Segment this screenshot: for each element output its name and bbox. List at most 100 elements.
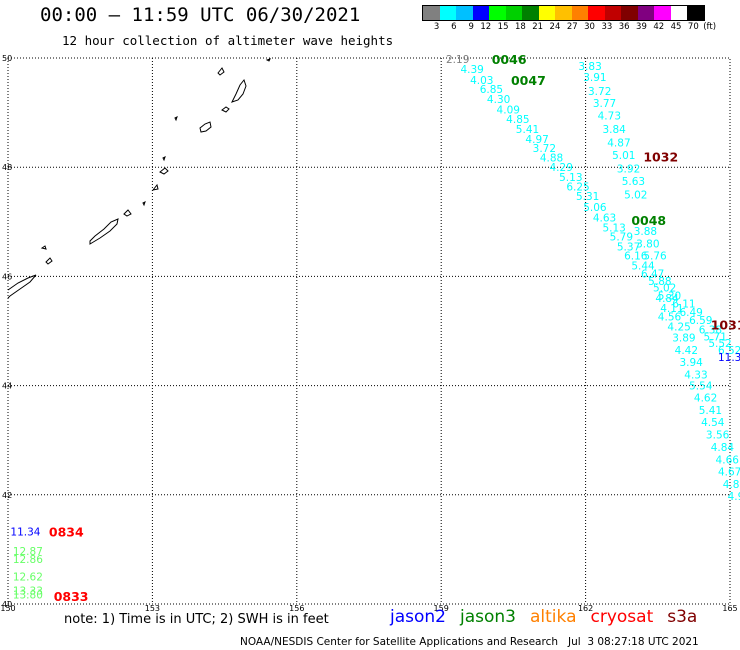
swh-value-label: 4.62 bbox=[694, 393, 717, 405]
legend-label: 30 bbox=[584, 22, 595, 32]
swh-value-label: 5.13 bbox=[602, 222, 625, 234]
legend-label: 27 bbox=[566, 22, 578, 32]
swh-value-label: 12.62 bbox=[13, 572, 43, 584]
swh-value-label: 4.67 bbox=[718, 466, 740, 478]
swh-value-label: 5.63 bbox=[622, 176, 645, 188]
map-border bbox=[7, 57, 731, 605]
legend-swatch bbox=[505, 6, 522, 20]
swh-value-label: 4.85 bbox=[506, 114, 529, 126]
islet-4 bbox=[265, 58, 271, 62]
legend-label: 45 bbox=[670, 22, 682, 32]
kuril-island-small-2 bbox=[217, 67, 225, 76]
swh-value-label: 6.25 bbox=[566, 181, 589, 193]
swh-value-label: 4.81 bbox=[723, 479, 740, 491]
pass-time-label: 0047 bbox=[511, 73, 546, 88]
satellite-legend: jason2 jason3 altika cryosat s3a bbox=[390, 607, 711, 627]
swh-value-label: 6.52 bbox=[718, 345, 740, 357]
legend-swatch bbox=[637, 6, 654, 20]
swh-value-label: 5.13 bbox=[559, 172, 582, 184]
swh-value-label: 3.83 bbox=[578, 61, 601, 73]
swh-value-label: 6.38 bbox=[699, 324, 722, 336]
swh-value-label: 3.91 bbox=[583, 72, 606, 84]
legend-swatch bbox=[423, 6, 440, 20]
swh-value-label: 5.02 bbox=[653, 282, 676, 294]
coastline bbox=[7, 58, 271, 299]
swh-value-label: 4.56 bbox=[658, 311, 682, 323]
latitude-tick-label: 44 bbox=[2, 382, 12, 391]
swh-value-label: 4.09 bbox=[497, 104, 520, 116]
longitude-tick-label: 162 bbox=[578, 604, 593, 613]
swh-value-label: 3.89 bbox=[672, 333, 695, 345]
pass-time-label: 0046 bbox=[492, 52, 527, 67]
legend-label: 42 bbox=[653, 22, 665, 32]
legend-label: 6 bbox=[451, 22, 457, 32]
swh-value-label: 5.02 bbox=[624, 190, 647, 202]
islet-3 bbox=[142, 201, 146, 207]
latitude-tick-label: 40 bbox=[2, 600, 12, 609]
swh-value-label: 13.80 bbox=[13, 590, 43, 602]
pass-time-label: 1031 bbox=[711, 317, 740, 332]
islet-1 bbox=[174, 116, 178, 122]
swh-value-label: 6.49 bbox=[679, 307, 702, 319]
legend-swatch bbox=[670, 6, 687, 20]
swh-value-label: 6.11 bbox=[672, 299, 695, 311]
swh-value-label: 13.33 bbox=[13, 585, 43, 597]
swh-value-label: 5.41 bbox=[699, 405, 722, 417]
graticule bbox=[8, 58, 730, 604]
latitude-tick-label: 42 bbox=[2, 491, 12, 500]
hokkaido-coast bbox=[7, 274, 37, 299]
kuril-island-mid bbox=[199, 121, 212, 133]
swh-value-label: 4.03 bbox=[470, 75, 493, 87]
legend-swatch bbox=[472, 6, 489, 20]
swh-value-label: 3.72 bbox=[533, 143, 556, 155]
swh-value-label: 4.84 bbox=[655, 293, 679, 305]
kuril-island-north bbox=[231, 78, 247, 103]
swh-value-label: 5.88 bbox=[648, 276, 671, 288]
swh-value-label: 3.92 bbox=[617, 163, 640, 175]
swh-value-label: 5.54 bbox=[689, 381, 713, 393]
kuril-island-small-3 bbox=[159, 167, 169, 175]
swh-value-label: 3.72 bbox=[588, 86, 611, 98]
longitude-tick-label: 159 bbox=[434, 604, 449, 613]
swh-value-label: 5.01 bbox=[612, 150, 635, 162]
swh-value-label: 3.80 bbox=[636, 239, 659, 251]
swh-value-label: 6.16 bbox=[624, 251, 648, 263]
swh-value-label: 5.41 bbox=[516, 124, 539, 136]
kuril-island-small-6 bbox=[40, 245, 47, 250]
swh-value-label: 11.34 bbox=[10, 526, 40, 538]
kuril-island-small-7 bbox=[45, 257, 53, 265]
swh-value-label: 4.33 bbox=[684, 370, 707, 382]
legend-label: 21 bbox=[532, 22, 544, 32]
legend-label: 9 bbox=[468, 22, 474, 32]
swh-value-label: 12.86 bbox=[13, 554, 43, 566]
pass-time-labels: 0046 0047 1032 0048 1031 0834 0833 bbox=[49, 52, 740, 604]
footnote: note: 1) Time is in UTC; 2) SWH is in fe… bbox=[64, 612, 329, 627]
legend-swatch bbox=[555, 6, 572, 20]
legend-label: 15 bbox=[497, 22, 509, 32]
map-title: 00:00 – 11:59 UTC 06/30/2021 bbox=[40, 4, 361, 26]
satellite-name-s3a: s3a bbox=[667, 607, 698, 627]
legend-swatch bbox=[522, 6, 539, 20]
swh-value-label: 5.79 bbox=[610, 232, 633, 244]
swh-value-label: 3.94 bbox=[679, 357, 703, 369]
kuril-island-large bbox=[89, 218, 119, 245]
legend-swatch bbox=[621, 6, 638, 20]
swh-value-label: 4.42 bbox=[675, 345, 698, 357]
legend-swatch bbox=[687, 6, 704, 20]
swh-value-label: 3.84 bbox=[602, 124, 626, 136]
swh-value-label: 4.88 bbox=[540, 152, 563, 164]
swh-value-label: 3.88 bbox=[634, 226, 657, 238]
swh-value-label: 4.54 bbox=[701, 417, 725, 429]
swh-value-label: 4.30 bbox=[487, 94, 510, 106]
satellite-name-jason3: jason3 bbox=[460, 607, 516, 627]
longitude-tick-label: 156 bbox=[289, 604, 304, 613]
swh-value-label: 4.66 bbox=[716, 454, 740, 466]
kuril-island-small-1 bbox=[221, 106, 230, 113]
legend-label: 12 bbox=[480, 22, 492, 32]
satellite-name-cryosat: cryosat bbox=[590, 607, 654, 627]
color-legend bbox=[422, 5, 705, 21]
legend-label: 36 bbox=[618, 22, 630, 32]
legend-swatch bbox=[489, 6, 506, 20]
swh-value-label: 3.56 bbox=[706, 430, 730, 442]
